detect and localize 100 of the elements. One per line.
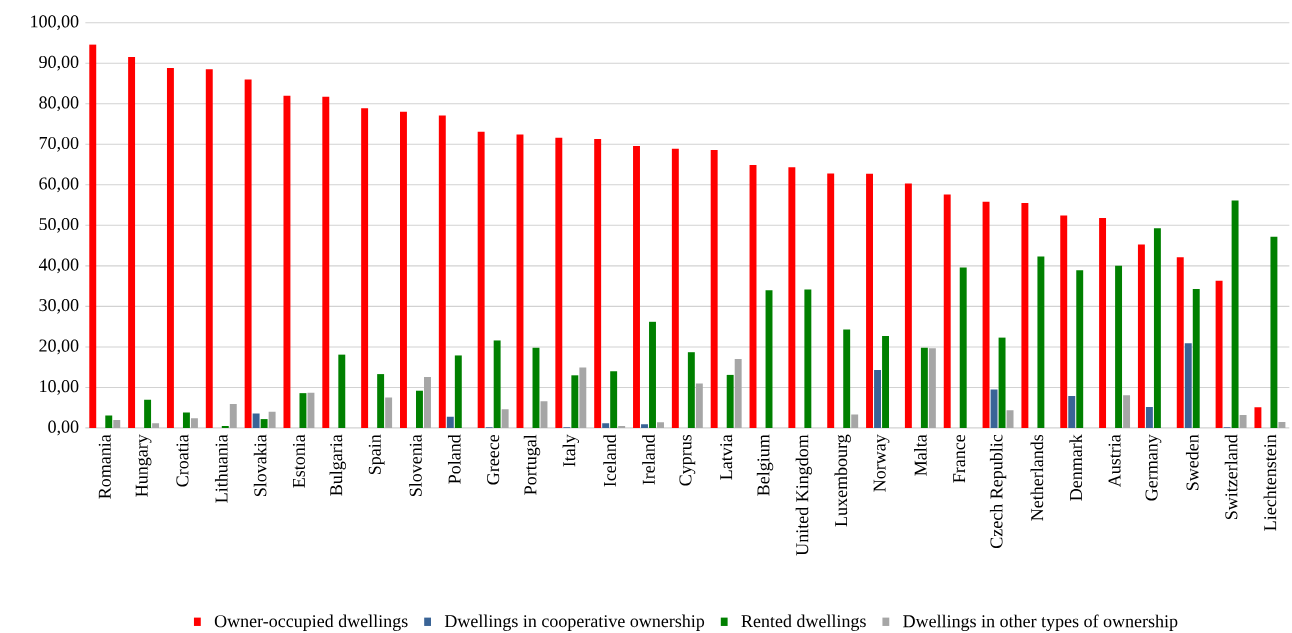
bar: [641, 424, 648, 428]
y-tick-label: 60,00: [39, 177, 79, 193]
x-tick-label: Cyprus: [679, 434, 696, 486]
y-tick-label: 90,00: [39, 55, 79, 71]
x-tick-label: Portugal: [523, 434, 541, 495]
bar: [377, 374, 385, 428]
bar: [1137, 244, 1145, 428]
bar: [882, 335, 889, 428]
bar: [144, 399, 152, 428]
x-tick-label: Luxembourg: [834, 434, 851, 527]
bar: [943, 194, 951, 428]
bar: [657, 422, 664, 428]
bar: [928, 348, 936, 428]
bar: [1068, 395, 1076, 428]
bar: [307, 392, 315, 428]
bar: [221, 425, 229, 428]
bar: [1006, 410, 1014, 428]
bar: [788, 167, 796, 428]
y-tick-label: 0,00: [48, 420, 79, 436]
bar: [1060, 215, 1068, 428]
legend-label: Owner-occupied dwellings: [214, 614, 408, 631]
x-tick-label: Netherlands: [1030, 434, 1044, 521]
bar: [166, 68, 174, 428]
bar: [671, 148, 679, 428]
x-tick-label: Estonia: [292, 434, 305, 488]
bar: [260, 419, 268, 428]
x-tick-label: Italy: [562, 434, 580, 467]
x-tick-label: Denmark: [1069, 434, 1083, 501]
bar: [874, 370, 881, 428]
x-tick-label: Croatia: [176, 434, 189, 487]
bar: [1037, 256, 1045, 428]
y-tick-label: 40,00: [38, 258, 79, 274]
bar: [477, 131, 485, 428]
bar: [1231, 200, 1239, 428]
x-tick-label: Norway: [873, 434, 890, 492]
bar: [1192, 288, 1200, 428]
bar: [851, 414, 859, 428]
legend-label: Dwellings in other types of ownership: [903, 614, 1178, 632]
x-tick-label: Slovakia: [253, 434, 267, 497]
bar: [361, 108, 369, 428]
x-tick-label: United Kingdom: [795, 434, 813, 556]
bar: [1239, 415, 1247, 428]
x-tick-label: Lithuania: [214, 434, 228, 503]
x-tick-label: Austria: [1108, 434, 1121, 488]
bar: [89, 44, 97, 428]
bar: [1123, 395, 1131, 428]
bar: [322, 96, 330, 428]
bar: [1184, 343, 1192, 428]
bar: [827, 173, 835, 428]
bar: [571, 375, 579, 428]
x-tick-label: Romania: [98, 434, 111, 499]
x-tick-label: Switzerland: [1224, 434, 1238, 520]
legend-label: Dwellings in cooperative ownership: [444, 614, 705, 631]
bar: [579, 367, 587, 428]
bar: [866, 173, 873, 428]
bar: [152, 423, 160, 428]
y-tick-label: 30,00: [39, 299, 79, 314]
bar: [299, 393, 307, 428]
bar: [1115, 265, 1123, 428]
x-tick-label: Malta: [914, 434, 927, 476]
legend-label: Rented dwellings: [741, 614, 866, 631]
bar: [1270, 236, 1278, 428]
bar: [990, 389, 998, 428]
y-tick-label: 10,00: [40, 380, 79, 395]
y-tick-label: 20,00: [39, 339, 79, 355]
y-tick-label: 70,00: [39, 136, 79, 152]
bar: [1021, 203, 1029, 428]
x-tick-label: Ireland: [642, 434, 655, 485]
bar: [998, 337, 1006, 428]
bar: [1153, 228, 1161, 428]
x-tick-label: Poland: [447, 434, 461, 484]
bar: [633, 145, 640, 428]
bar: [904, 183, 912, 428]
bar: [128, 57, 136, 428]
x-tick-label: Latvia: [720, 434, 733, 480]
bar: [446, 416, 454, 428]
bar: [501, 409, 509, 428]
bar: [105, 415, 113, 428]
bar: [618, 425, 626, 428]
bar: [268, 411, 276, 428]
x-tick-label: Liechtenstein: [1263, 434, 1277, 531]
bar: [649, 321, 656, 428]
bar: [594, 139, 602, 428]
bar: [1145, 406, 1153, 428]
x-tick-label: Sweden: [1185, 434, 1199, 491]
bar: [734, 359, 742, 428]
bar: [687, 352, 695, 428]
bar: [982, 201, 990, 428]
bar: [843, 329, 851, 428]
bar: [416, 390, 423, 428]
bar: [424, 376, 431, 428]
bar: [602, 423, 610, 428]
bar: [1278, 421, 1286, 428]
bar: [400, 111, 407, 428]
bar: [190, 418, 198, 428]
bar: [438, 115, 446, 428]
y-tick-label: 50,00: [39, 217, 79, 233]
x-tick-label: Slovenia: [409, 434, 422, 497]
bar: [454, 355, 462, 428]
bar: [229, 404, 237, 428]
